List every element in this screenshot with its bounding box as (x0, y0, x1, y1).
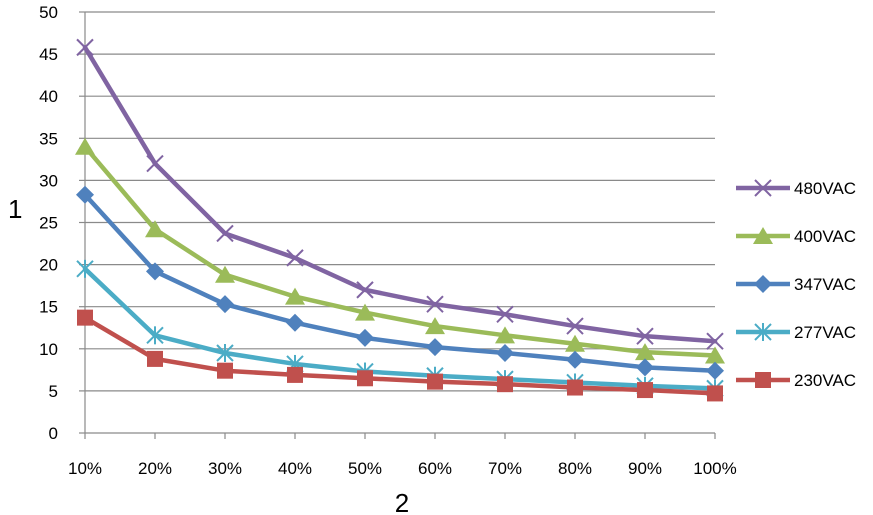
y-tick-label: 20 (39, 256, 58, 275)
data-point-347vac (76, 185, 94, 204)
y-tick-label: 35 (39, 129, 58, 148)
y-tick-label: 40 (39, 87, 58, 106)
legend-marker-230vac (755, 372, 771, 388)
data-point-480vac (426, 295, 444, 313)
legend-label: 400VAC (794, 227, 856, 246)
legend-item-400vac: 400VAC (736, 227, 856, 246)
y-tick-label: 15 (39, 298, 58, 317)
data-point-347vac (216, 295, 234, 314)
data-point-230vac (217, 362, 233, 379)
y-tick-label: 25 (39, 214, 58, 233)
data-point-400vac (145, 220, 165, 238)
series-line-230vac (82, 315, 718, 396)
legend-label: 347VAC (794, 275, 856, 294)
data-point-400vac (355, 303, 375, 321)
legend: 480VAC 400VAC 347VAC 277VAC 230VAC (736, 179, 856, 390)
y-tick-label: 30 (39, 171, 58, 190)
data-point-400vac (215, 265, 235, 283)
data-point-347vac (496, 344, 514, 363)
data-point-347vac (146, 262, 164, 281)
y-tick-label: 10 (39, 340, 58, 359)
legend-item-230vac: 230VAC (736, 371, 856, 390)
data-point-230vac (707, 385, 723, 402)
data-point-480vac (636, 327, 654, 345)
y-tick-label: 0 (49, 424, 58, 443)
series-347vac (76, 185, 724, 380)
series-lines (75, 38, 725, 402)
data-point-347vac (636, 358, 654, 377)
legend-marker-400vac (753, 227, 773, 244)
data-point-480vac (706, 332, 724, 350)
data-point-277vac (146, 326, 164, 345)
x-axis-title: 2 (395, 488, 409, 515)
data-point-400vac (285, 287, 305, 305)
x-tick-label: 90% (628, 459, 662, 478)
data-point-480vac (286, 249, 304, 267)
x-tick-label: 40% (278, 459, 312, 478)
data-point-480vac (216, 224, 234, 243)
data-point-347vac (426, 338, 444, 357)
x-tick-label: 60% (418, 459, 452, 478)
data-point-277vac (76, 259, 94, 278)
legend-label: 480VAC (794, 179, 856, 198)
data-point-230vac (287, 366, 303, 383)
series-230vac (77, 309, 723, 402)
data-point-230vac (357, 370, 373, 387)
x-tick-label: 100% (693, 459, 736, 478)
data-point-480vac (76, 38, 94, 57)
series-400vac (75, 137, 725, 364)
data-point-230vac (637, 382, 653, 399)
gridlines (85, 11, 715, 392)
series-line-347vac (82, 192, 718, 373)
x-tick-label: 30% (208, 459, 242, 478)
data-point-347vac (706, 361, 724, 380)
data-point-347vac (356, 328, 374, 347)
data-point-230vac (77, 309, 93, 326)
data-point-230vac (567, 379, 583, 396)
data-point-347vac (286, 313, 304, 332)
data-point-230vac (497, 376, 513, 393)
data-point-230vac (427, 373, 443, 390)
legend-marker-277vac (754, 323, 772, 341)
legend-item-480vac: 480VAC (736, 179, 856, 198)
data-point-400vac (565, 334, 585, 352)
y-tick-label: 50 (39, 3, 58, 22)
x-tick-label: 50% (348, 459, 382, 478)
y-axis-title: 1 (8, 194, 22, 224)
data-point-230vac (147, 350, 163, 367)
data-point-400vac (495, 326, 515, 344)
data-point-400vac (75, 137, 95, 155)
x-tick-label: 80% (558, 459, 592, 478)
legend-label: 230VAC (794, 371, 856, 390)
series-line-480vac (82, 45, 718, 344)
data-point-400vac (705, 346, 725, 364)
data-point-480vac (566, 317, 584, 335)
axes: 0 5 10 15 20 25 30 35 40 45 50 10% 20% 30% 40% 50% 60% 70… (39, 3, 737, 478)
legend-item-347vac: 347VAC (736, 275, 856, 294)
series-line-277vac (82, 266, 718, 391)
legend-marker-480vac (754, 179, 772, 197)
y-tick-label: 5 (49, 382, 58, 401)
data-point-400vac (635, 343, 655, 361)
series-480vac (76, 38, 724, 350)
x-tick-label: 70% (488, 459, 522, 478)
data-point-347vac (566, 350, 584, 369)
data-point-480vac (146, 154, 164, 173)
data-point-400vac (425, 317, 445, 335)
legend-item-277vac: 277VAC (736, 323, 856, 342)
x-tick-label: 10% (68, 459, 102, 478)
data-point-277vac (216, 344, 234, 363)
data-point-480vac (496, 305, 514, 323)
legend-label: 277VAC (794, 323, 856, 342)
legend-marker-347vac (754, 275, 772, 293)
y-tick-label: 45 (39, 45, 58, 64)
data-point-480vac (356, 281, 374, 299)
x-tick-label: 20% (138, 459, 172, 478)
series-line-400vac (82, 144, 718, 358)
